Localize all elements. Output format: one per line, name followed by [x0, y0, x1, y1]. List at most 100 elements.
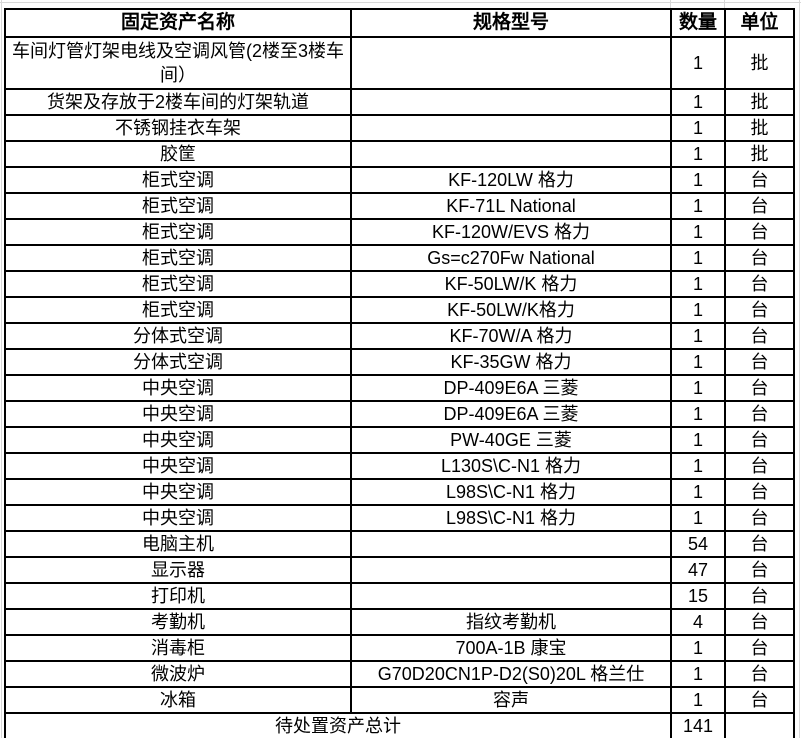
- quantity-cell[interactable]: 1: [670, 634, 726, 662]
- quantity-cell[interactable]: 1: [670, 88, 726, 116]
- unit-cell[interactable]: 台: [724, 660, 795, 688]
- spec-model-cell[interactable]: [350, 582, 672, 610]
- asset-name-cell[interactable]: 消毒柜: [4, 634, 352, 662]
- asset-name-cell[interactable]: 中央空调: [4, 452, 352, 480]
- asset-name-cell[interactable]: 冰箱: [4, 686, 352, 714]
- spec-model-cell[interactable]: [350, 140, 672, 168]
- asset-name-cell[interactable]: 中央空调: [4, 400, 352, 428]
- unit-cell[interactable]: 台: [724, 556, 795, 584]
- total-quantity-cell[interactable]: 141: [670, 712, 726, 738]
- quantity-cell[interactable]: 1: [670, 400, 726, 428]
- spec-model-cell[interactable]: G70D20CN1P-D2(S0)20L 格兰仕: [350, 660, 672, 688]
- asset-name-cell[interactable]: 中央空调: [4, 374, 352, 402]
- quantity-cell[interactable]: 4: [670, 608, 726, 636]
- asset-name-cell[interactable]: 柜式空调: [4, 244, 352, 272]
- asset-name-cell[interactable]: 柜式空调: [4, 192, 352, 220]
- unit-cell[interactable]: 台: [724, 166, 795, 194]
- quantity-cell[interactable]: 1: [670, 244, 726, 272]
- spec-model-cell[interactable]: DP-409E6A 三菱: [350, 374, 672, 402]
- unit-cell[interactable]: 台: [724, 244, 795, 272]
- unit-cell[interactable]: 台: [724, 374, 795, 402]
- quantity-cell[interactable]: 1: [670, 478, 726, 506]
- spec-model-cell[interactable]: PW-40GE 三菱: [350, 426, 672, 454]
- spec-model-cell[interactable]: Gs=c270Fw National: [350, 244, 672, 272]
- asset-name-cell[interactable]: 电脑主机: [4, 530, 352, 558]
- asset-name-cell[interactable]: 车间灯管灯架电线及空调风管(2楼至3楼车间）: [4, 36, 352, 90]
- spec-model-cell[interactable]: L130S\C-N1 格力: [350, 452, 672, 480]
- header-quantity[interactable]: 数量: [670, 8, 726, 38]
- quantity-cell[interactable]: 1: [670, 348, 726, 376]
- spec-model-cell[interactable]: DP-409E6A 三菱: [350, 400, 672, 428]
- quantity-cell[interactable]: 15: [670, 582, 726, 610]
- quantity-cell[interactable]: 1: [670, 296, 726, 324]
- spec-model-cell[interactable]: KF-50LW/K 格力: [350, 270, 672, 298]
- unit-cell[interactable]: 台: [724, 322, 795, 350]
- quantity-cell[interactable]: 1: [670, 192, 726, 220]
- spec-model-cell[interactable]: [350, 556, 672, 584]
- quantity-cell[interactable]: 1: [670, 660, 726, 688]
- asset-name-cell[interactable]: 分体式空调: [4, 348, 352, 376]
- unit-cell[interactable]: 台: [724, 426, 795, 454]
- spec-model-cell[interactable]: 700A-1B 康宝: [350, 634, 672, 662]
- spec-model-cell[interactable]: 指纹考勤机: [350, 608, 672, 636]
- unit-cell[interactable]: 批: [724, 36, 795, 90]
- unit-cell[interactable]: 台: [724, 296, 795, 324]
- header-spec-model[interactable]: 规格型号: [350, 8, 672, 38]
- quantity-cell[interactable]: 1: [670, 426, 726, 454]
- asset-name-cell[interactable]: 考勤机: [4, 608, 352, 636]
- unit-cell[interactable]: 台: [724, 478, 795, 506]
- unit-cell[interactable]: 台: [724, 686, 795, 714]
- unit-cell[interactable]: 台: [724, 452, 795, 480]
- quantity-cell[interactable]: 1: [670, 686, 726, 714]
- spec-model-cell[interactable]: L98S\C-N1 格力: [350, 478, 672, 506]
- unit-cell[interactable]: 台: [724, 270, 795, 298]
- asset-name-cell[interactable]: 显示器: [4, 556, 352, 584]
- quantity-cell[interactable]: 1: [670, 504, 726, 532]
- spec-model-cell[interactable]: KF-120LW 格力: [350, 166, 672, 194]
- asset-name-cell[interactable]: 打印机: [4, 582, 352, 610]
- spec-model-cell[interactable]: [350, 114, 672, 142]
- asset-name-cell[interactable]: 柜式空调: [4, 166, 352, 194]
- quantity-cell[interactable]: 1: [670, 322, 726, 350]
- unit-cell[interactable]: 台: [724, 608, 795, 636]
- unit-cell[interactable]: 台: [724, 504, 795, 532]
- asset-name-cell[interactable]: 中央空调: [4, 504, 352, 532]
- asset-name-cell[interactable]: 胶筐: [4, 140, 352, 168]
- quantity-cell[interactable]: 1: [670, 114, 726, 142]
- unit-cell[interactable]: 台: [724, 192, 795, 220]
- quantity-cell[interactable]: 1: [670, 140, 726, 168]
- asset-name-cell[interactable]: 中央空调: [4, 478, 352, 506]
- asset-name-cell[interactable]: 柜式空调: [4, 218, 352, 246]
- spec-model-cell[interactable]: [350, 530, 672, 558]
- spec-model-cell[interactable]: KF-71L National: [350, 192, 672, 220]
- spec-model-cell[interactable]: L98S\C-N1 格力: [350, 504, 672, 532]
- total-label-cell[interactable]: 待处置资产总计: [4, 712, 672, 738]
- spec-model-cell[interactable]: 容声: [350, 686, 672, 714]
- quantity-cell[interactable]: 54: [670, 530, 726, 558]
- unit-cell[interactable]: 台: [724, 348, 795, 376]
- total-unit-cell[interactable]: [724, 712, 795, 738]
- unit-cell[interactable]: 台: [724, 634, 795, 662]
- quantity-cell[interactable]: 1: [670, 374, 726, 402]
- asset-name-cell[interactable]: 柜式空调: [4, 270, 352, 298]
- unit-cell[interactable]: 批: [724, 88, 795, 116]
- spec-model-cell[interactable]: KF-35GW 格力: [350, 348, 672, 376]
- unit-cell[interactable]: 台: [724, 530, 795, 558]
- asset-name-cell[interactable]: 柜式空调: [4, 296, 352, 324]
- asset-name-cell[interactable]: 中央空调: [4, 426, 352, 454]
- quantity-cell[interactable]: 1: [670, 218, 726, 246]
- quantity-cell[interactable]: 1: [670, 166, 726, 194]
- quantity-cell[interactable]: 1: [670, 270, 726, 298]
- unit-cell[interactable]: 批: [724, 140, 795, 168]
- quantity-cell[interactable]: 47: [670, 556, 726, 584]
- unit-cell[interactable]: 台: [724, 400, 795, 428]
- quantity-cell[interactable]: 1: [670, 36, 726, 90]
- unit-cell[interactable]: 台: [724, 582, 795, 610]
- spec-model-cell[interactable]: [350, 36, 672, 90]
- asset-name-cell[interactable]: 微波炉: [4, 660, 352, 688]
- header-unit[interactable]: 单位: [724, 8, 795, 38]
- spec-model-cell[interactable]: KF-50LW/K格力: [350, 296, 672, 324]
- spec-model-cell[interactable]: KF-120W/EVS 格力: [350, 218, 672, 246]
- asset-name-cell[interactable]: 不锈钢挂衣车架: [4, 114, 352, 142]
- header-asset-name[interactable]: 固定资产名称: [4, 8, 352, 38]
